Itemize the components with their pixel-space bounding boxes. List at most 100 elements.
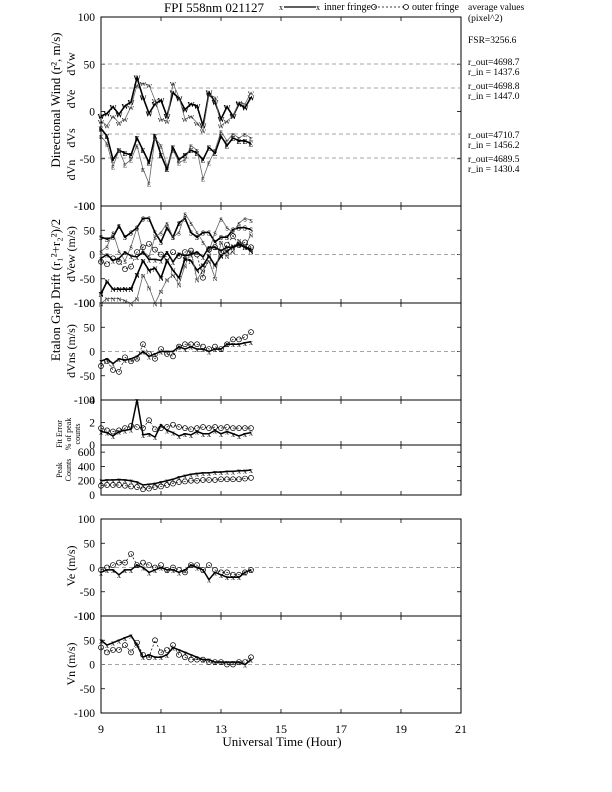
- point-outer: [134, 249, 140, 255]
- point-inner: x: [153, 480, 157, 489]
- point-inner: x: [123, 634, 127, 643]
- point-dVe-outer: E: [243, 132, 247, 139]
- point-outer: [194, 425, 200, 431]
- point-dVe-outer: E: [99, 134, 103, 141]
- point-inner: x: [159, 564, 163, 573]
- point-inner: x: [171, 475, 175, 484]
- point-outer: [110, 562, 116, 568]
- point-outer: [230, 425, 236, 431]
- point-dVe-inner: E: [111, 157, 116, 165]
- point-dVw-outer: W: [188, 114, 195, 121]
- point-outer: [200, 274, 206, 281]
- point-dVw-outer: W: [248, 91, 255, 98]
- point-outer: [230, 336, 236, 343]
- point-dVe-inner: E: [225, 143, 230, 151]
- point-dVn-outer: N: [117, 297, 122, 304]
- point-dVe-outer: E: [171, 148, 175, 155]
- point-dVs-outer: S: [177, 230, 181, 237]
- point-inner: x: [195, 248, 199, 257]
- point-dVe-inner: E: [183, 152, 188, 160]
- series-line-outer: [100, 235, 252, 278]
- dvn-label: dVn: [64, 160, 78, 181]
- series-line-inner: [100, 469, 252, 486]
- point-inner: x: [237, 340, 241, 349]
- point-dVs-outer: S: [123, 259, 127, 266]
- point-dVs-inner: S: [165, 225, 169, 233]
- point-outer: [164, 482, 170, 488]
- point-inner: x: [231, 340, 235, 349]
- point-inner: x: [177, 432, 181, 441]
- point-dVn-outer: N: [219, 240, 224, 247]
- point-dVn-inner: N: [152, 265, 157, 273]
- point-inner: x: [231, 658, 235, 667]
- y-tick-label: -100: [74, 395, 95, 407]
- point-dVw-outer: W: [206, 92, 213, 99]
- point-dVe-inner: E: [141, 147, 146, 155]
- point-inner: x: [225, 243, 229, 252]
- point-dVw-outer: W: [98, 119, 105, 126]
- y-tick-label: 100: [78, 201, 96, 213]
- point-outer: [188, 341, 194, 348]
- point-outer: [146, 417, 152, 424]
- stat-w-in: r_in = 1437.6: [468, 68, 520, 78]
- point-outer: [110, 647, 116, 653]
- point-outer: [104, 564, 110, 571]
- point-inner: x: [195, 470, 199, 479]
- point-inner: x: [213, 658, 217, 667]
- peak-label-2: Counts: [64, 459, 73, 482]
- point-inner: x: [111, 360, 115, 369]
- point-outer: [98, 482, 104, 489]
- point-outer: [164, 351, 170, 357]
- point-inner: x: [183, 345, 187, 354]
- point-inner: x: [171, 258, 175, 267]
- point-outer: [218, 425, 224, 431]
- y-tick-label: -50: [80, 587, 96, 599]
- point-outer: [230, 476, 236, 483]
- point-dVs-inner: S: [237, 225, 241, 233]
- point-outer: [98, 258, 104, 265]
- point-outer: [218, 659, 224, 665]
- point-outer: [248, 475, 254, 481]
- point-outer: [134, 484, 140, 490]
- point-inner: x: [237, 658, 241, 667]
- point-inner: x: [165, 348, 169, 357]
- legend-inner-marker-left: x: [279, 3, 283, 12]
- y-tick-label: 0: [89, 107, 95, 119]
- point-dVn-outer: N: [231, 249, 236, 256]
- y-tick-label: 100: [78, 12, 96, 24]
- y-tick-label: 50: [84, 225, 96, 237]
- point-dVw-inner: W: [110, 104, 117, 112]
- point-dVw-inner: W: [236, 101, 243, 109]
- point-inner: x: [171, 429, 175, 438]
- point-inner: x: [195, 564, 199, 573]
- point-outer: [134, 424, 140, 430]
- point-dVn-inner: N: [200, 263, 205, 271]
- point-inner: x: [135, 478, 139, 487]
- point-outer: [206, 659, 212, 665]
- point-outer: [218, 249, 224, 255]
- point-outer: [122, 425, 128, 431]
- point-dVw-inner: W: [194, 103, 201, 111]
- point-inner: x: [129, 425, 133, 434]
- point-dVn-outer: N: [201, 268, 206, 275]
- etalon-label: Etalon Gap Drift (r₁²+r₂²)/2: [48, 219, 63, 361]
- y-tick-label: -50: [80, 274, 96, 286]
- x-tick-label: 13: [215, 722, 227, 736]
- point-outer: [104, 261, 110, 268]
- point-inner: x: [153, 653, 157, 662]
- dir-wind-label: Directional Wind (r², m/s): [48, 32, 63, 167]
- point-outer: [128, 358, 134, 365]
- point-outer: [194, 562, 200, 568]
- point-dVw-inner: W: [176, 95, 183, 103]
- point-dVe-inner: E: [165, 166, 170, 174]
- point-outer: [140, 559, 146, 566]
- series-line-inner: [100, 243, 252, 264]
- point-inner: x: [237, 241, 241, 250]
- point-outer: [104, 358, 110, 365]
- y-tick-label: 50: [84, 635, 96, 647]
- point-outer: [152, 484, 158, 490]
- point-outer: [182, 654, 188, 661]
- point-dVn-outer: N: [135, 297, 140, 304]
- point-dVn-outer: N: [147, 285, 152, 292]
- series-dVe-outer: [100, 130, 252, 185]
